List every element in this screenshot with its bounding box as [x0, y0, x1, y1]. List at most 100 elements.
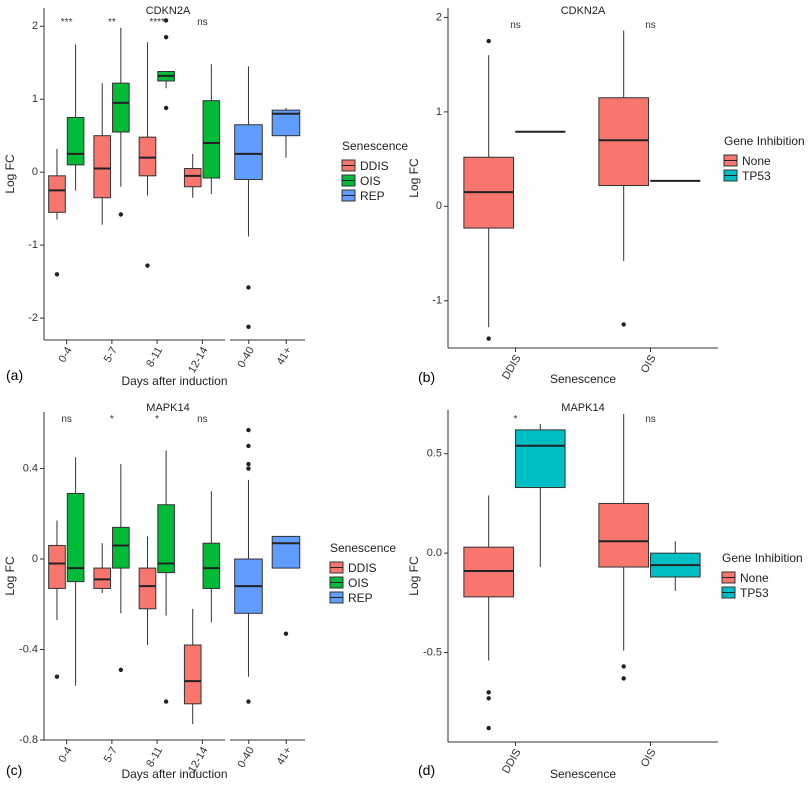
box-ois-12-14 [202, 491, 221, 623]
chart-panel-1: CDKN2A -2 -1 0 1 2 Log FC 0-4 5-7 8-11 12-14 0-40 41… [3, 5, 408, 388]
outlier-point [118, 212, 124, 217]
y-tick-label: 0 [32, 166, 38, 178]
x-tick-label: 8-11 [144, 345, 165, 369]
box-none-DDIS [463, 495, 514, 731]
box-body [93, 135, 112, 199]
box-body [202, 542, 221, 589]
outlier-point [54, 674, 60, 679]
x-tick-label: 12-14 [186, 345, 210, 375]
y-tick-label: -1 [28, 239, 38, 251]
box-body [234, 124, 263, 180]
legend-title: Gene Inhibition [722, 551, 803, 565]
y-axis-label: Log FC [3, 556, 17, 596]
box-body [48, 175, 66, 213]
box-body [112, 82, 130, 133]
y-tick-label: -2 [28, 312, 38, 324]
significance-label: ns [197, 17, 208, 28]
outlier-point [145, 263, 150, 268]
x-axis-label: Senescence [550, 767, 616, 781]
outlier-point [54, 272, 60, 277]
outlier-point [118, 667, 124, 673]
box-body [514, 429, 566, 489]
box-ois-5-7 [112, 27, 130, 217]
y-tick-label: 0.4 [23, 462, 38, 474]
x-tick-label: DDIS [500, 353, 524, 382]
box-body [183, 168, 202, 188]
box-ois-5-7 [112, 464, 130, 673]
outlier-point [486, 696, 491, 701]
chart-panel-4: MAPK14 -0.5 0.0 0.5 Log FC DDIS OIS Senescence *… [407, 402, 803, 781]
legend-entry: OIS [360, 174, 381, 188]
box-tp53-DDIS [514, 423, 566, 568]
box-rep-0-40 [234, 427, 263, 704]
x-axis-label: Senescence [550, 372, 616, 386]
outlier-point [246, 285, 251, 290]
legend-entry: TP53 [740, 586, 769, 600]
outlier-point [163, 105, 169, 111]
x-tick-label: DDIS [500, 747, 524, 776]
y-tick-label: 0.0 [427, 547, 442, 559]
box-body [138, 567, 157, 610]
significance-label: ** [108, 17, 116, 28]
box-ois-12-14 [202, 64, 221, 195]
significance-label: **** [149, 17, 165, 28]
outlier-point [486, 336, 491, 341]
x-tick-label: 5-7 [102, 745, 120, 765]
box-tp53-OIS [649, 541, 701, 591]
box-body [598, 502, 649, 568]
outlier-point [246, 427, 251, 433]
box-ois-0-4 [66, 44, 85, 191]
box-rep-41+ [271, 107, 301, 158]
box-ddis-8-11 [138, 42, 157, 268]
x-tick-label: OIS [639, 747, 659, 769]
box-body [66, 116, 85, 166]
y-tick-label: 0.5 [427, 448, 442, 460]
box-body [183, 644, 202, 705]
outlier-point [283, 631, 289, 636]
box-body [202, 100, 221, 179]
legend-title: Senescence [330, 541, 396, 555]
box-body [271, 535, 301, 569]
outlier-point [246, 324, 251, 330]
box-ddis-0-4 [48, 520, 66, 679]
panel-label: (d) [418, 762, 435, 778]
x-axis-label: Days after induction [121, 374, 227, 388]
legend-entry: OIS [348, 576, 369, 590]
box-body [112, 526, 130, 569]
chart-title: CDKN2A [561, 5, 606, 17]
box-ois-8-11 [157, 18, 175, 111]
y-tick-label: 2 [32, 20, 38, 32]
x-tick-label: 5-7 [102, 345, 120, 365]
box-ddis-5-7 [93, 83, 112, 225]
box-body [66, 492, 85, 583]
box-ois-8-11 [157, 450, 175, 704]
box-none-OIS [598, 30, 649, 327]
x-tick-label: 41+ [275, 745, 295, 767]
box-body [93, 567, 112, 589]
outlier-point [163, 34, 169, 40]
panel-label: (a) [6, 367, 23, 383]
legend-entry: None [742, 154, 771, 168]
y-tick-label: 1 [436, 106, 442, 118]
y-axis-label: Log FC [407, 158, 421, 198]
significance-label: ns [61, 414, 72, 425]
box-ddis-8-11 [138, 536, 157, 645]
y-tick-label: -0.5 [423, 646, 442, 658]
outlier-point [486, 38, 491, 44]
chart-title: MAPK14 [146, 402, 189, 414]
significance-label: ns [197, 414, 208, 425]
x-tick-label: 8-11 [144, 745, 165, 769]
significance-label: * [514, 414, 518, 425]
y-tick-label: 0 [32, 553, 38, 565]
box-ois-0-4 [66, 457, 85, 686]
legend-entry: TP53 [742, 169, 771, 183]
outlier-point [163, 699, 169, 704]
box-ddis-5-7 [93, 543, 112, 593]
x-tick-label: 0-40 [235, 745, 256, 770]
legend-entry: None [740, 571, 769, 585]
significance-label: *** [61, 17, 73, 28]
outlier-point [486, 690, 491, 695]
legend-entry: REP [348, 591, 373, 605]
box-body [48, 544, 66, 589]
